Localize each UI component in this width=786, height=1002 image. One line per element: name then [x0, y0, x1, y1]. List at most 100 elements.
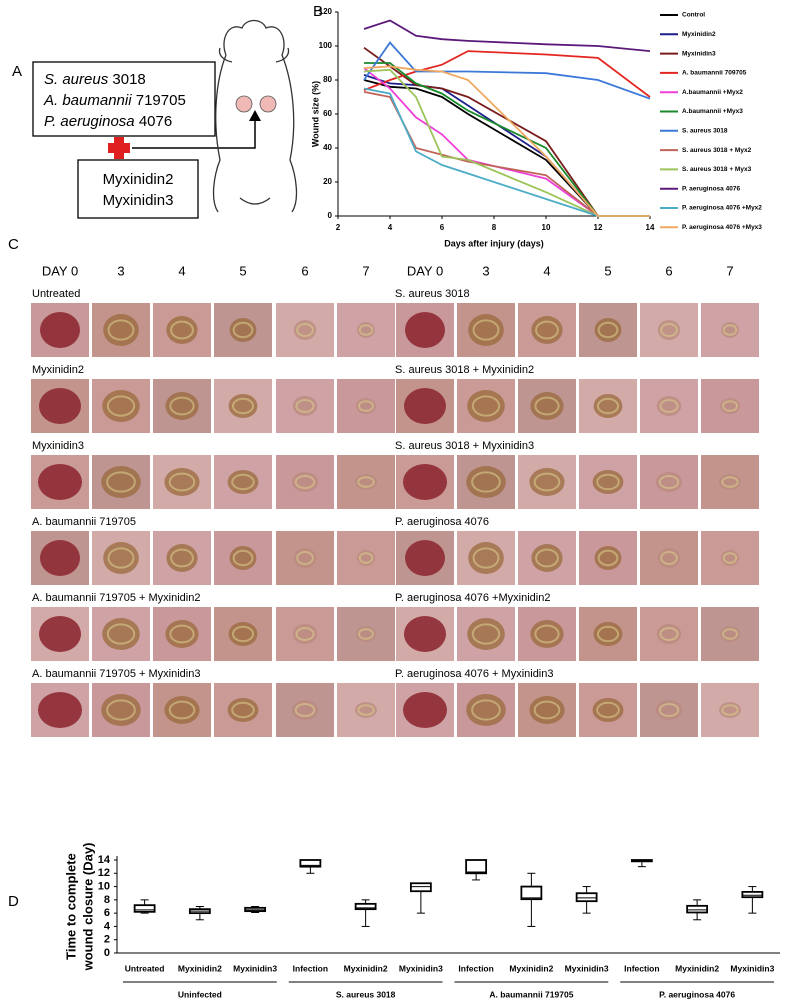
scab-rim: [294, 703, 316, 717]
scab-rim: [597, 321, 619, 339]
legend-label: P. aeruginosa 4076: [682, 185, 740, 192]
panel-label: D: [8, 893, 19, 910]
wound-area: [103, 314, 139, 346]
group-label: Untreated: [32, 288, 80, 300]
day-header: 7: [362, 263, 369, 278]
series-line: [363, 87, 650, 217]
group-label: P. aeruginosa 4076 +Myxinidin2: [395, 592, 550, 604]
group-label: S. aureus 3018 + Myxinidin2: [395, 364, 534, 376]
scab-rim: [658, 475, 680, 489]
day-header: DAY 0: [407, 263, 443, 278]
x-tick-label: Myxinidin2: [344, 963, 388, 973]
y-tick-label: 20: [323, 177, 332, 186]
scab-rim: [596, 701, 620, 719]
y-tick-label: 40: [323, 143, 332, 152]
treatment-box: [77, 159, 199, 219]
scab-rim: [296, 323, 314, 337]
x-tick-label: 2: [336, 223, 341, 232]
series-line: [363, 41, 651, 100]
series-line: [363, 50, 651, 98]
y-axis-title: wound closure (Day): [80, 843, 95, 972]
scab-rim: [534, 624, 560, 644]
group-label: Myxinidin3: [32, 440, 84, 452]
scab-rim: [358, 324, 374, 336]
wound-area: [466, 466, 506, 498]
scab-rim: [535, 320, 559, 340]
y-axis-title: Wound size (%): [310, 81, 320, 147]
wound-area: [101, 466, 141, 498]
day-header: 7: [726, 263, 733, 278]
species: S. aureus: [44, 71, 109, 88]
group-label: A. baumannii 719705: [489, 989, 573, 999]
scab-rim: [170, 320, 194, 340]
scab-rim: [358, 552, 374, 564]
scab-rim: [596, 473, 620, 491]
scab-rim: [659, 399, 679, 413]
wound-area: [405, 312, 445, 348]
box: [465, 859, 488, 875]
y-tick-label: 0: [104, 947, 110, 959]
strain: 719705: [136, 92, 186, 109]
day-header: 6: [301, 263, 308, 278]
scab-rim: [106, 699, 136, 721]
legend-label: Myxinidin3: [682, 50, 716, 57]
panel-label: C: [8, 236, 19, 253]
box: [575, 892, 598, 903]
group-label: S. aureus 3018: [336, 989, 396, 999]
group-label: S. aureus 3018: [395, 288, 470, 300]
group-label: P. aeruginosa 4076: [659, 989, 735, 999]
wound-area: [404, 388, 446, 424]
wound-area: [103, 542, 139, 574]
species: P. aeruginosa: [44, 113, 135, 130]
wound-area: [467, 390, 505, 422]
scab-rim: [357, 704, 375, 716]
wound-area: [39, 388, 81, 424]
scab-rim: [106, 471, 136, 493]
scab-rim: [535, 548, 559, 568]
bacteria-box: [32, 61, 216, 137]
y-tick-label: 0: [328, 211, 333, 220]
scab-rim: [106, 395, 136, 417]
scab-rim: [231, 397, 255, 415]
box: [686, 904, 709, 914]
x-tick-label: 8: [492, 223, 497, 232]
x-tick-label: 10: [542, 223, 551, 232]
legend-label: S. aureus 3018 + Myx2: [682, 147, 752, 154]
scab-rim: [168, 472, 196, 492]
x-tick-label: Myxinidin3: [565, 963, 609, 973]
box: [409, 882, 432, 893]
legend-label: S. aureus 3018 + Myx3: [682, 166, 752, 173]
scab-rim: [597, 549, 619, 567]
scab-rim: [596, 625, 620, 643]
panel-label: B: [313, 3, 323, 20]
x-tick-label: Myxinidin2: [178, 963, 222, 973]
wound-area: [102, 390, 140, 422]
group-label: A. baumannii 719705 + Myxinidin2: [32, 592, 200, 604]
day-header: 5: [604, 263, 611, 278]
scab-rim: [596, 397, 620, 415]
day-header: 6: [665, 263, 672, 278]
y-tick-label: 8: [104, 894, 110, 906]
mouse-outline: [212, 19, 298, 213]
box: [354, 902, 377, 911]
species: A. baumannii: [43, 92, 132, 109]
wound-area: [102, 618, 140, 650]
red-cross: [108, 137, 130, 159]
group-label: P. aeruginosa 4076: [395, 516, 489, 528]
treatment-label: Myxinidin3: [103, 192, 174, 209]
scab-rim: [472, 547, 500, 569]
bacteria-label: A. baumannii 719705: [43, 92, 186, 109]
legend-label: P. aeruginosa 4076 +Myx3: [682, 224, 762, 231]
series-line: [364, 62, 650, 217]
scab-rim: [169, 624, 195, 644]
scab-rim: [357, 476, 375, 488]
series-line: [363, 68, 650, 217]
x-tick-label: Infection: [293, 963, 328, 973]
scab-rim: [106, 623, 136, 645]
scab-rim: [471, 623, 501, 645]
y-tick-label: 12: [98, 867, 110, 879]
scab-rim: [721, 476, 739, 488]
wound-area: [466, 694, 506, 726]
legend-label: Control: [682, 12, 705, 19]
